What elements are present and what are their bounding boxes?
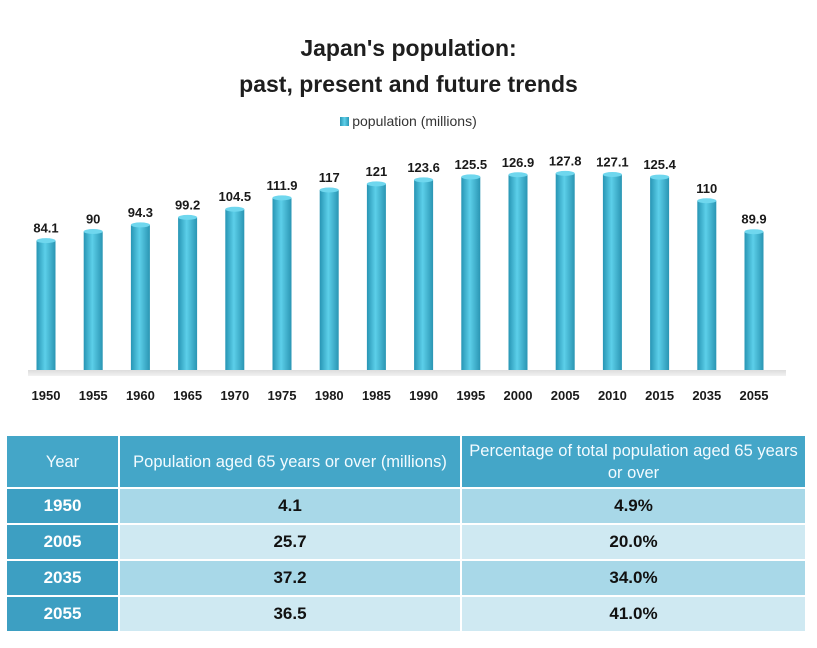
table-row: 2035 37.2 34.0% bbox=[5, 559, 807, 597]
bar-cap-1985 bbox=[366, 181, 386, 187]
bar-cap-1970 bbox=[225, 206, 245, 212]
chart-title-block: Japan's population: past, present and fu… bbox=[0, 30, 817, 102]
bar-1990 bbox=[414, 179, 434, 370]
bar-cap-1975 bbox=[272, 195, 292, 201]
table-cell-year: 1950 bbox=[5, 487, 120, 525]
bar-1950 bbox=[36, 240, 56, 370]
table-cell-population: 25.7 bbox=[118, 523, 462, 561]
data-label-1990: 123.6 bbox=[407, 160, 440, 175]
x-tick-label-2015: 2015 bbox=[645, 388, 674, 403]
data-label-1965: 99.2 bbox=[175, 197, 200, 212]
bar-cap-1980 bbox=[319, 187, 339, 193]
data-label-2055: 89.9 bbox=[741, 212, 766, 227]
chart-subtitle: past, present and future trends bbox=[239, 71, 578, 97]
x-tick-label-1970: 1970 bbox=[220, 388, 249, 403]
table-cell-year: 2055 bbox=[5, 595, 120, 633]
bar-cap-1960 bbox=[130, 222, 150, 228]
bar-1965 bbox=[178, 217, 198, 370]
bar-2055 bbox=[744, 231, 764, 370]
bar-1995 bbox=[461, 176, 481, 370]
data-label-1975: 111.9 bbox=[266, 178, 297, 193]
bar-cap-2015 bbox=[650, 174, 670, 180]
bar-cap-1955 bbox=[83, 229, 103, 235]
data-label-1970: 104.5 bbox=[219, 189, 252, 204]
bar-cap-1950 bbox=[36, 238, 56, 244]
table-cell-population: 37.2 bbox=[118, 559, 462, 597]
table-row: 2005 25.7 20.0% bbox=[5, 523, 807, 561]
table-cell-percentage: 34.0% bbox=[460, 559, 807, 597]
table-row: 2055 36.5 41.0% bbox=[5, 595, 807, 633]
x-tick-label-1960: 1960 bbox=[126, 388, 155, 403]
data-label-2005: 127.8 bbox=[549, 153, 582, 168]
bar-cap-2005 bbox=[555, 170, 575, 176]
bar-2000 bbox=[508, 174, 528, 370]
data-label-2010: 127.1 bbox=[596, 154, 629, 169]
x-tick-label-1975: 1975 bbox=[268, 388, 297, 403]
bar-cap-1995 bbox=[461, 174, 481, 180]
x-tick-label-1950: 1950 bbox=[32, 388, 61, 403]
bar-cap-2055 bbox=[744, 229, 764, 235]
x-tick-label-2005: 2005 bbox=[551, 388, 580, 403]
x-tick-label-1990: 1990 bbox=[409, 388, 438, 403]
data-label-1985: 121 bbox=[366, 164, 388, 179]
data-label-1980: 117 bbox=[319, 170, 340, 185]
data-label-2015: 125.4 bbox=[643, 157, 676, 172]
bar-1975 bbox=[272, 197, 292, 370]
table-header-percentage-65: Percentage of total population aged 65 y… bbox=[460, 434, 807, 489]
x-tick-label-2010: 2010 bbox=[598, 388, 627, 403]
x-tick-label-2000: 2000 bbox=[504, 388, 533, 403]
population-bar-chart: 84.1 1950 90 1955 94.3 1960 99.2 1965 104.5 1970 1… bbox=[28, 153, 786, 403]
bar-cap-2035 bbox=[697, 198, 717, 204]
x-tick-label-2035: 2035 bbox=[692, 388, 721, 403]
elderly-population-table: Year Population aged 65 years or over (m… bbox=[5, 434, 807, 633]
bar-2015 bbox=[650, 177, 670, 370]
chart-baseline bbox=[28, 370, 786, 376]
legend-swatch bbox=[340, 117, 350, 126]
table-cell-percentage: 20.0% bbox=[460, 523, 807, 561]
data-label-2035: 110 bbox=[696, 181, 717, 196]
x-tick-label-1995: 1995 bbox=[456, 388, 485, 403]
bar-1955 bbox=[83, 231, 103, 370]
data-label-1995: 125.5 bbox=[455, 157, 488, 172]
bar-cap-1990 bbox=[414, 177, 434, 183]
x-tick-label-2055: 2055 bbox=[740, 388, 769, 403]
table-row: 1950 4.1 4.9% bbox=[5, 487, 807, 525]
x-tick-label-1980: 1980 bbox=[315, 388, 344, 403]
table-header-year: Year bbox=[5, 434, 120, 489]
table-cell-percentage: 4.9% bbox=[460, 487, 807, 525]
data-label-1955: 90 bbox=[86, 212, 100, 227]
bar-cap-2010 bbox=[602, 171, 622, 177]
bar-cap-2000 bbox=[508, 172, 528, 178]
x-tick-label-1965: 1965 bbox=[173, 388, 202, 403]
bar-2035 bbox=[697, 200, 717, 370]
bar-2005 bbox=[555, 173, 575, 370]
bar-1985 bbox=[366, 183, 386, 370]
x-tick-label-1955: 1955 bbox=[79, 388, 108, 403]
x-tick-label-1985: 1985 bbox=[362, 388, 391, 403]
legend-label: population (millions) bbox=[352, 113, 477, 129]
data-label-2000: 126.9 bbox=[502, 155, 535, 170]
table-cell-year: 2005 bbox=[5, 523, 120, 561]
bar-1970 bbox=[225, 209, 245, 370]
data-label-1960: 94.3 bbox=[128, 205, 153, 220]
bar-2010 bbox=[602, 174, 622, 370]
data-label-1950: 84.1 bbox=[33, 221, 58, 236]
bar-1980 bbox=[319, 190, 339, 370]
chart-legend: population (millions) bbox=[0, 113, 817, 129]
bar-1960 bbox=[130, 224, 150, 370]
chart-title: Japan's population: bbox=[300, 35, 517, 61]
table-cell-population: 36.5 bbox=[118, 595, 462, 633]
table-header-population-65: Population aged 65 years or over (millio… bbox=[118, 434, 462, 489]
table-cell-percentage: 41.0% bbox=[460, 595, 807, 633]
table-cell-population: 4.1 bbox=[118, 487, 462, 525]
bar-cap-1965 bbox=[178, 214, 198, 220]
table-cell-year: 2035 bbox=[5, 559, 120, 597]
